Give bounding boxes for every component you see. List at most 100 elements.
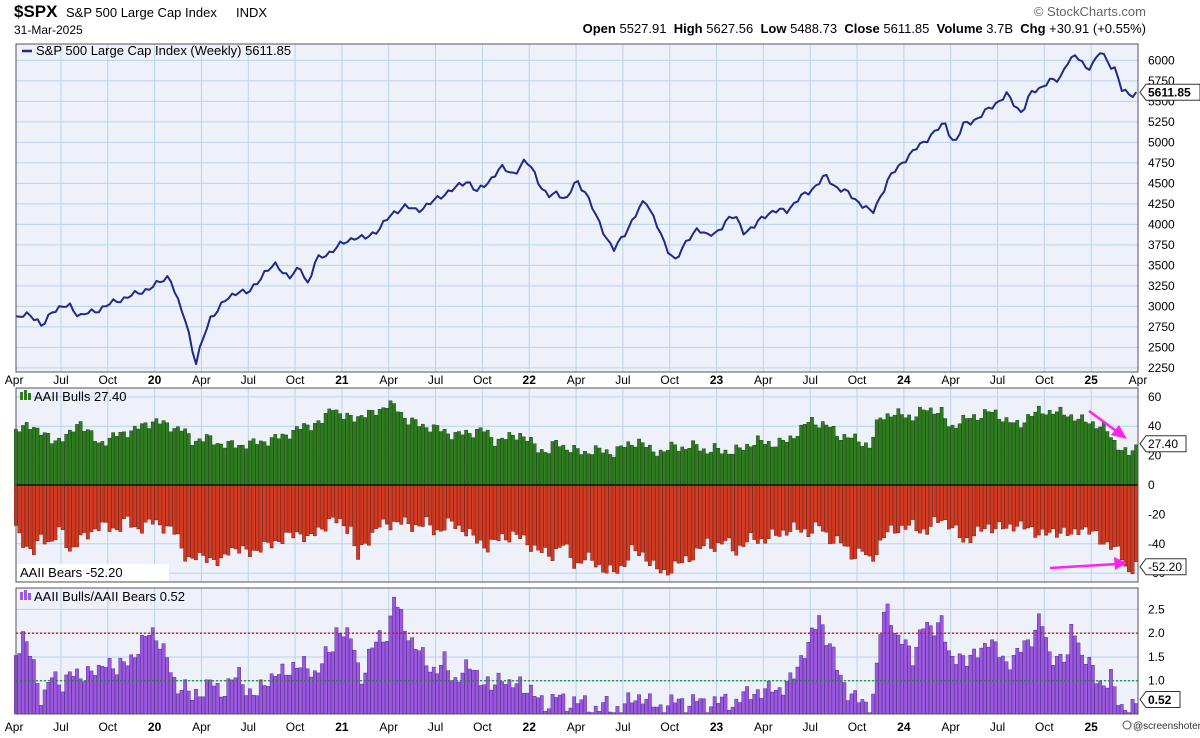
bears-bar bbox=[341, 484, 346, 527]
x-tick-label: Oct bbox=[660, 720, 679, 734]
bulls-bar bbox=[871, 436, 875, 486]
ratio-bar bbox=[730, 706, 735, 715]
bulls-bar bbox=[75, 424, 79, 486]
bears-bar bbox=[590, 484, 594, 561]
ratio-bar bbox=[100, 666, 105, 715]
bulls-bar bbox=[1080, 414, 1084, 486]
ratio-bar bbox=[478, 685, 483, 715]
bulls-bar bbox=[892, 415, 897, 486]
bears-bar bbox=[233, 484, 238, 550]
bulls-bar bbox=[705, 453, 710, 486]
bears-bar bbox=[1076, 484, 1081, 535]
ratio-bar bbox=[932, 635, 937, 715]
bears-bar bbox=[583, 484, 587, 561]
bulls-bar bbox=[140, 423, 144, 486]
ratio-bar bbox=[990, 639, 994, 715]
y-tick-label: -20 bbox=[1148, 507, 1166, 521]
bulls-bar bbox=[651, 451, 656, 486]
bulls-bar bbox=[745, 444, 749, 486]
ratio-bar bbox=[50, 677, 54, 715]
bulls-bar bbox=[640, 442, 645, 486]
ratio-bar bbox=[892, 633, 897, 715]
ratio-bar bbox=[954, 664, 958, 715]
ratio-bar bbox=[514, 683, 519, 715]
bulls-bar bbox=[590, 454, 594, 486]
bulls-bar bbox=[813, 424, 818, 486]
ratio-bar bbox=[835, 670, 839, 715]
ratio-bar bbox=[1026, 639, 1030, 715]
bulls-bar bbox=[107, 437, 112, 486]
ratio-bar bbox=[190, 700, 195, 715]
bears-bar bbox=[939, 484, 944, 521]
bulls-bar bbox=[968, 418, 973, 486]
bears-bar bbox=[410, 484, 414, 532]
bulls-bar bbox=[543, 452, 548, 486]
bulls-bar bbox=[147, 428, 151, 486]
bears-bar bbox=[1127, 484, 1131, 573]
ratio-bar bbox=[651, 706, 656, 715]
bulls-bar bbox=[435, 425, 440, 486]
bulls-bar bbox=[85, 429, 90, 486]
bulls-bar bbox=[734, 444, 739, 486]
bears-bar bbox=[954, 484, 958, 526]
ratio-legend-swatch bbox=[20, 592, 23, 600]
bears-bar bbox=[1123, 484, 1128, 567]
ratio-bar bbox=[1040, 626, 1045, 715]
bulls-bar bbox=[60, 441, 65, 486]
bears-bar bbox=[521, 484, 526, 536]
bears-bar bbox=[892, 484, 897, 534]
x-tick-label: Oct bbox=[286, 720, 305, 734]
ratio-bar bbox=[774, 690, 778, 715]
bulls-bar bbox=[277, 438, 281, 486]
bulls-bar bbox=[122, 431, 126, 486]
bulls-bar bbox=[1058, 406, 1063, 486]
bulls-bar bbox=[986, 411, 991, 486]
bulls-bar bbox=[190, 445, 195, 486]
bulls-bar bbox=[403, 418, 407, 486]
ratio-bar bbox=[352, 650, 357, 715]
bears-bar bbox=[244, 484, 249, 550]
ratio-last-value-tag bbox=[1139, 691, 1181, 709]
x-tick-label: Jul bbox=[53, 720, 68, 734]
x-tick-label: 25 bbox=[1084, 373, 1098, 387]
bears-bar bbox=[17, 484, 22, 534]
bears-bar bbox=[172, 484, 177, 535]
bulls-bar bbox=[100, 441, 105, 486]
bulls-bar bbox=[514, 439, 519, 486]
bulls-bar bbox=[972, 414, 976, 486]
ratio-bar bbox=[806, 642, 811, 715]
bears-bar bbox=[1015, 484, 1020, 527]
bulls-bar bbox=[521, 436, 526, 486]
close-value: 5611.85 bbox=[883, 21, 930, 36]
bulls-bar bbox=[965, 418, 969, 486]
bears-bar bbox=[608, 484, 613, 566]
bulls-last-value-tag bbox=[1139, 435, 1187, 453]
bulls-bar bbox=[1105, 431, 1110, 486]
ratio-bar bbox=[1105, 687, 1110, 715]
ratio-bar bbox=[799, 655, 803, 715]
sentiment-panel-border bbox=[15, 387, 1139, 583]
bulls-bar bbox=[752, 445, 757, 486]
ratio-bar bbox=[1051, 665, 1056, 715]
bears-bar bbox=[579, 484, 584, 564]
ratio-bar bbox=[640, 703, 645, 715]
ratio-bar bbox=[475, 670, 479, 715]
ratio-bar bbox=[165, 657, 169, 715]
annotation-arrows bbox=[1049, 409, 1127, 570]
ratio-bar bbox=[676, 698, 681, 715]
ratio-bar bbox=[1047, 651, 1052, 715]
ratio-bar bbox=[997, 657, 1002, 715]
bulls-bar bbox=[327, 408, 332, 486]
ratio-bar bbox=[302, 656, 306, 715]
ratio-bar bbox=[1098, 680, 1102, 715]
bulls-bar bbox=[1130, 450, 1135, 486]
bears-bar bbox=[370, 484, 375, 533]
ratio-bar bbox=[172, 677, 177, 715]
ratio-bar bbox=[716, 703, 721, 715]
bears-bar bbox=[82, 484, 87, 533]
bears-bar bbox=[820, 484, 825, 532]
bulls-bar bbox=[266, 445, 270, 486]
bears-bar bbox=[85, 484, 90, 540]
bulls-bar bbox=[316, 420, 321, 486]
